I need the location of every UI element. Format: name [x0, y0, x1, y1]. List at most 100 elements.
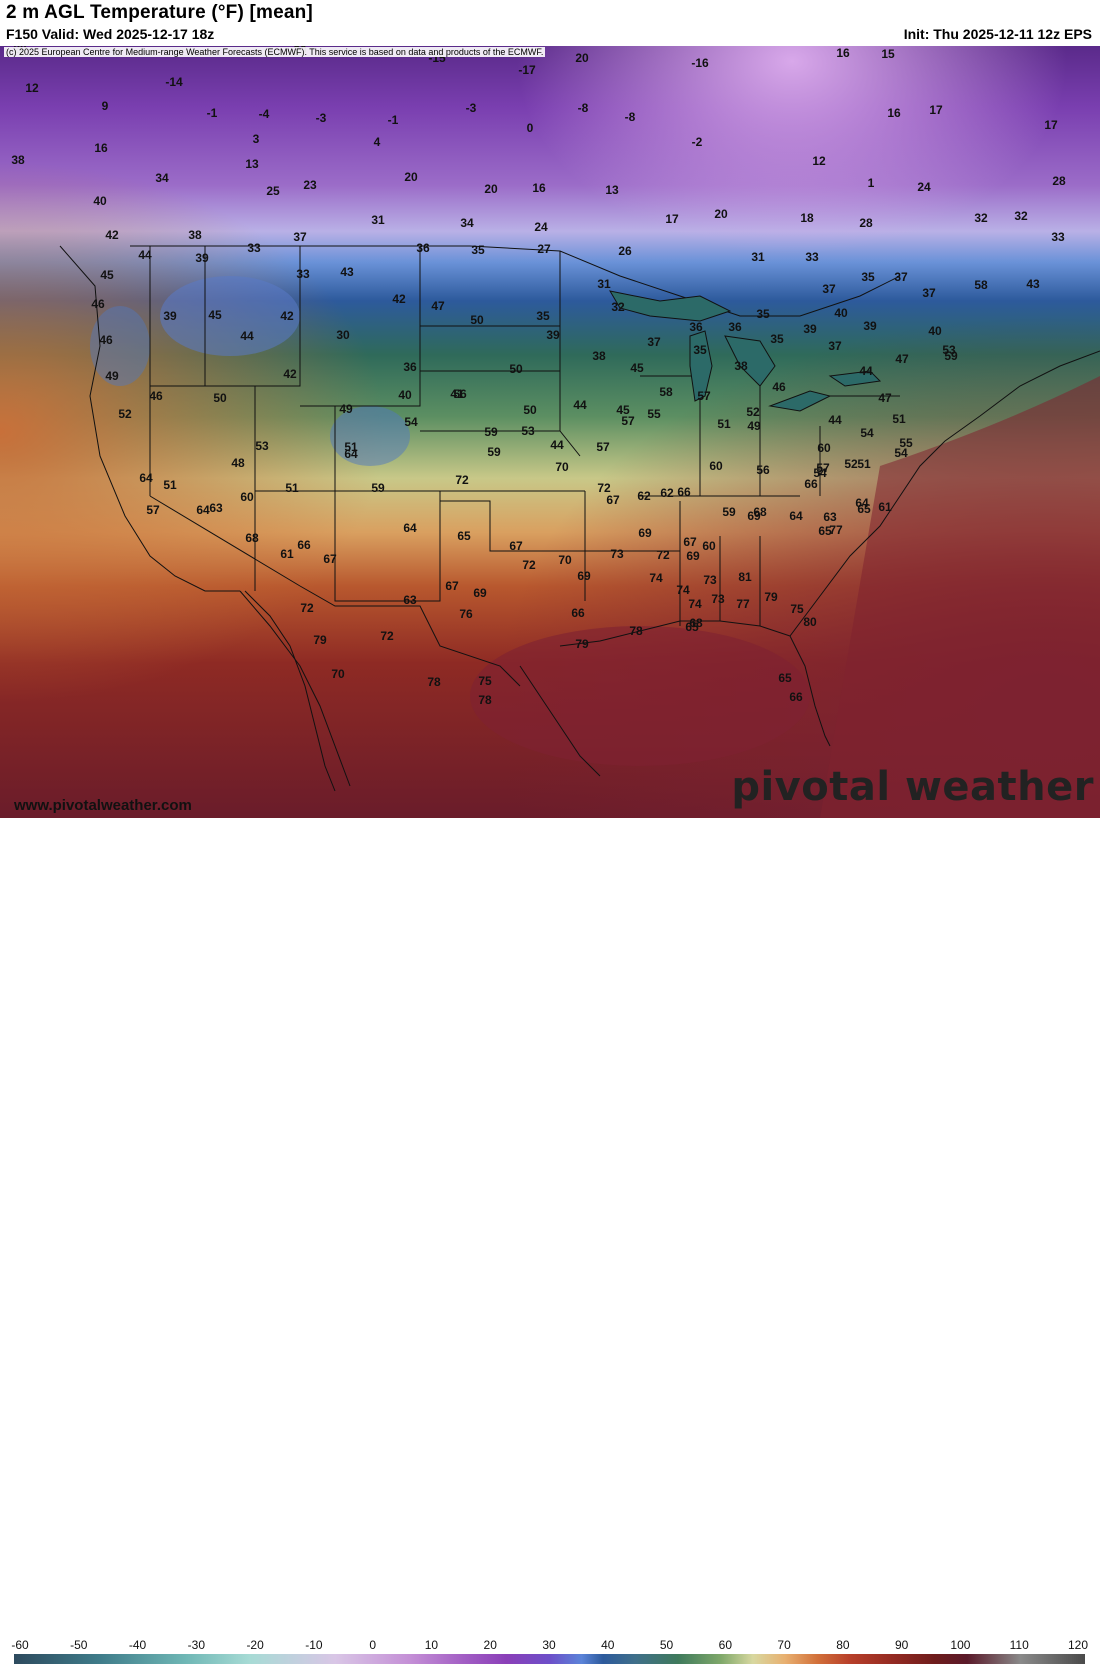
temperature-value: 73	[703, 573, 717, 587]
temperature-value: 67	[509, 539, 523, 553]
colorbar-tick: -50	[70, 1638, 88, 1652]
temperature-value: 58	[659, 385, 673, 399]
temperature-value: 52	[746, 405, 760, 419]
temperature-map: -24-20-20-15202012-14-17-1615169-1-4-3-1…	[0, 46, 1100, 818]
temperature-value: 49	[747, 419, 761, 433]
colorbar-tick: 80	[836, 1638, 850, 1652]
temperature-value: 38	[592, 349, 606, 363]
temperature-value: 64	[789, 509, 803, 523]
temperature-value: -17	[518, 63, 536, 77]
temperature-value: 79	[313, 633, 327, 647]
temperature-value: 49	[105, 369, 119, 383]
temperature-value: 64	[855, 496, 869, 510]
temperature-value: 80	[803, 615, 817, 629]
temperature-value: 45	[630, 361, 644, 375]
temperature-value: 60	[702, 539, 716, 553]
temperature-value: 67	[683, 535, 697, 549]
temperature-value: 74	[649, 571, 663, 585]
temperature-value: 68	[245, 531, 259, 545]
website-url: www.pivotalweather.com	[14, 797, 192, 814]
temperature-value: 27	[537, 242, 551, 256]
temperature-value: 78	[478, 693, 492, 707]
temperature-value: -3	[466, 101, 477, 115]
temperature-value: 62	[637, 489, 651, 503]
temperature-value: 42	[283, 367, 297, 381]
temperature-value: 67	[606, 493, 620, 507]
temperature-value: 9	[102, 99, 109, 113]
valid-time: F150 Valid: Wed 2025-12-17 18z	[6, 26, 215, 42]
temperature-value: 31	[371, 213, 385, 227]
temperature-value: 44	[550, 438, 564, 452]
temperature-value: 65	[457, 529, 471, 543]
temperature-value: 34	[155, 171, 169, 185]
temperature-value: 40	[93, 194, 107, 208]
temperature-value: 63	[823, 510, 837, 524]
temperature-value: 15	[881, 47, 895, 61]
temperature-value: 57	[146, 503, 160, 517]
temperature-value: 57	[596, 440, 610, 454]
temperature-value: 45	[208, 308, 222, 322]
temperature-value: 51	[285, 481, 299, 495]
temperature-value: 47	[895, 352, 909, 366]
temperature-value: 78	[629, 624, 643, 638]
temperature-value: 20	[575, 51, 589, 65]
temperature-value: 16	[532, 181, 546, 195]
temperature-value: -14	[165, 75, 183, 89]
temperature-value: 70	[558, 553, 572, 567]
temperature-value: 54	[813, 466, 827, 480]
temperature-value: 32	[974, 211, 988, 225]
temperature-value: 61	[280, 547, 294, 561]
temperature-value: 35	[756, 307, 770, 321]
init-time: Init: Thu 2025-12-11 12z EPS	[903, 26, 1092, 42]
colorbar-tick: 70	[777, 1638, 791, 1652]
temperature-value: 47	[878, 391, 892, 405]
temperature-value: 33	[296, 267, 310, 281]
temperature-value: 50	[523, 403, 537, 417]
temperature-value: 40	[398, 388, 412, 402]
temperature-value: 63	[209, 501, 223, 515]
temperature-value: 69	[473, 586, 487, 600]
temperature-value: 40	[928, 324, 942, 338]
temperature-value: 42	[105, 228, 119, 242]
colorbar-tick: -20	[246, 1638, 264, 1652]
temperature-value: -1	[388, 113, 399, 127]
temperature-value: 61	[878, 500, 892, 514]
temperature-value: 12	[25, 81, 39, 95]
temperature-value: 38	[11, 153, 25, 167]
temperature-value: 39	[163, 309, 177, 323]
temperature-value: 13	[605, 183, 619, 197]
temperature-value: -4	[259, 107, 270, 121]
temperature-value: 18	[800, 211, 814, 225]
copyright-notice: (c) 2025 European Centre for Medium-rang…	[4, 47, 546, 57]
temperature-value: 54	[404, 415, 418, 429]
temperature-value: 44	[828, 413, 842, 427]
temperature-value: 20	[484, 182, 498, 196]
temperature-value: 66	[804, 477, 818, 491]
temperature-value: 60	[817, 441, 831, 455]
temperature-value: 30	[336, 328, 350, 342]
temperature-value: 24	[534, 220, 548, 234]
colorbar-tick: 0	[369, 1638, 376, 1652]
temperature-value: 50	[509, 362, 523, 376]
temperature-value: 35	[536, 309, 550, 323]
temperature-value: 57	[697, 389, 711, 403]
temperature-value: 45	[100, 268, 114, 282]
temperature-value: 20	[404, 170, 418, 184]
temperature-value: 31	[597, 277, 611, 291]
temperature-value: 56	[453, 387, 467, 401]
temperature-value: 16	[887, 106, 901, 120]
temperature-value: 69	[638, 526, 652, 540]
temperature-value: 44	[573, 398, 587, 412]
header: 2 m AGL Temperature (°F) [mean] F150 Val…	[0, 0, 1100, 46]
colorbar-tick: 10	[424, 1638, 439, 1652]
temperature-value: -16	[691, 56, 709, 70]
temperature-value: 1	[868, 176, 875, 190]
temperature-value: 44	[859, 364, 873, 378]
colorbar-tick: -40	[128, 1638, 147, 1652]
temperature-value: 51	[892, 412, 906, 426]
temperature-value: 16	[94, 141, 108, 155]
temperature-value: 79	[575, 637, 589, 651]
temperature-value: 77	[829, 523, 843, 537]
temperature-value: 58	[974, 278, 988, 292]
temperature-value: 51	[717, 417, 731, 431]
